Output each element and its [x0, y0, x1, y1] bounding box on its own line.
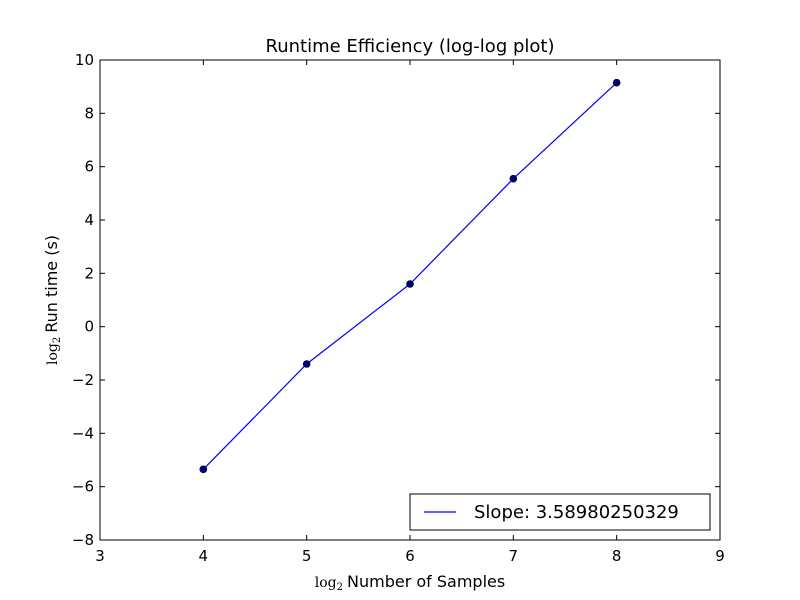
x-tick-label: 5 — [302, 547, 312, 565]
series-line — [202, 82, 618, 470]
y-tick-label: 6 — [84, 158, 94, 176]
data-point — [406, 280, 414, 288]
legend-entry-label: Slope: 3.58980250329 — [474, 502, 679, 523]
x-tick-label: 6 — [405, 547, 415, 565]
series-layer — [199, 78, 621, 474]
y-tick-label: 2 — [84, 264, 94, 282]
y-axis-label: log2 Run time (s) — [42, 235, 63, 365]
y-axis-label-main: Run time (s) — [42, 235, 61, 333]
y-tick-label: 8 — [84, 104, 94, 122]
x-tick-label: 4 — [199, 547, 209, 565]
y-axis-label-log: log — [45, 343, 61, 365]
y-tick-label: −2 — [72, 371, 94, 389]
x-tick-label: 9 — [715, 547, 725, 565]
y-axis: −8 −6 −4 −2 0 2 4 6 8 10 — [72, 51, 720, 549]
x-axis-label: log2 Number of Samples — [315, 572, 505, 593]
y-tick-label: 10 — [75, 51, 94, 69]
x-axis-label-subscript: 2 — [337, 582, 343, 593]
x-tick-label: 7 — [509, 547, 519, 565]
legend-box — [409, 493, 711, 531]
x-axis-label-log: log — [315, 575, 337, 591]
y-tick-label: 4 — [84, 211, 94, 229]
legend: Slope: 3.58980250329 — [409, 493, 711, 531]
y-tick-label: 0 — [84, 318, 94, 336]
x-tick-label: 3 — [95, 547, 105, 565]
data-point — [612, 78, 621, 87]
data-point — [509, 174, 518, 183]
data-point — [199, 465, 208, 474]
data-point — [302, 360, 311, 368]
y-axis-label-subscript: 2 — [52, 337, 63, 343]
y-tick-label: −6 — [72, 478, 94, 496]
y-axis-label-text: log2 Run time (s) — [42, 235, 63, 365]
x-axis: 3 4 5 6 7 8 9 — [95, 60, 725, 565]
y-tick-label: −8 — [72, 531, 94, 549]
x-axis-label-text: log2 Number of Samples — [315, 572, 505, 593]
x-axis-label-main: Number of Samples — [347, 572, 505, 591]
chart-title: Runtime Efficiency (log-log plot) — [266, 36, 555, 57]
x-tick-label: 8 — [612, 547, 622, 565]
plot-area — [99, 59, 721, 541]
y-tick-label: −4 — [72, 424, 94, 442]
